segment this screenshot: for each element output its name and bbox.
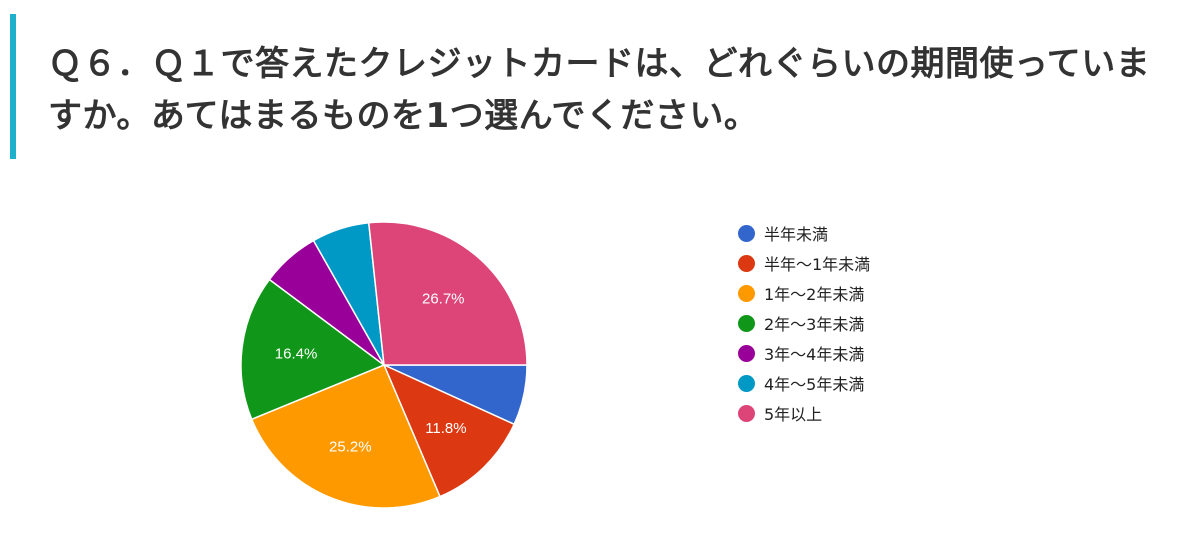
legend-swatch xyxy=(738,314,755,332)
legend-item: 3年～4年未満 xyxy=(738,338,958,368)
slice-data-label: 16.4% xyxy=(275,345,318,362)
legend-item: 2年～3年未満 xyxy=(738,308,958,338)
legend-swatch xyxy=(738,374,755,392)
legend-swatch xyxy=(738,254,755,272)
chart-legend: 半年未満 半年～1年未満 1年～2年未満 2年～3年未満 3年～4年未満 4年～… xyxy=(738,218,958,428)
legend-label: 4年～5年未満 xyxy=(764,375,865,394)
legend-item: 半年未満 xyxy=(738,218,958,248)
legend-swatch xyxy=(738,404,755,422)
legend-label: 2年～3年未満 xyxy=(764,315,865,334)
slice-data-label: 25.2% xyxy=(329,439,372,456)
legend-item: 1年～2年未満 xyxy=(738,278,958,308)
slice-data-label: 26.7% xyxy=(422,291,465,308)
slice-data-label: 11.8% xyxy=(425,420,466,437)
pie-slice xyxy=(382,363,516,498)
legend-label: 5年以上 xyxy=(764,405,823,424)
pie-slice xyxy=(367,221,528,366)
legend-item: 半年～1年未満 xyxy=(738,248,958,278)
pie-slice xyxy=(240,278,386,421)
legend-swatch xyxy=(738,344,755,362)
legend-label: 1年～2年未満 xyxy=(764,285,865,304)
legend-swatch xyxy=(738,284,755,302)
question-text: Ｑ６．Ｑ１で答えたクレジットカードは、どれぐらいの期間使っていますか。あてはまる… xyxy=(48,44,1151,136)
legend-label: 半年未満 xyxy=(764,225,829,244)
legend-item: 5年以上 xyxy=(738,398,958,428)
legend-label: 3年～4年未満 xyxy=(764,345,865,364)
legend-item: 4年～5年未満 xyxy=(738,368,958,398)
legend-label: 半年～1年未満 xyxy=(764,255,871,274)
legend-swatch xyxy=(738,224,755,242)
question-header: Ｑ６．Ｑ１で答えたクレジットカードは、どれぐらいの期間使っていますか。あてはまる… xyxy=(10,14,1180,159)
